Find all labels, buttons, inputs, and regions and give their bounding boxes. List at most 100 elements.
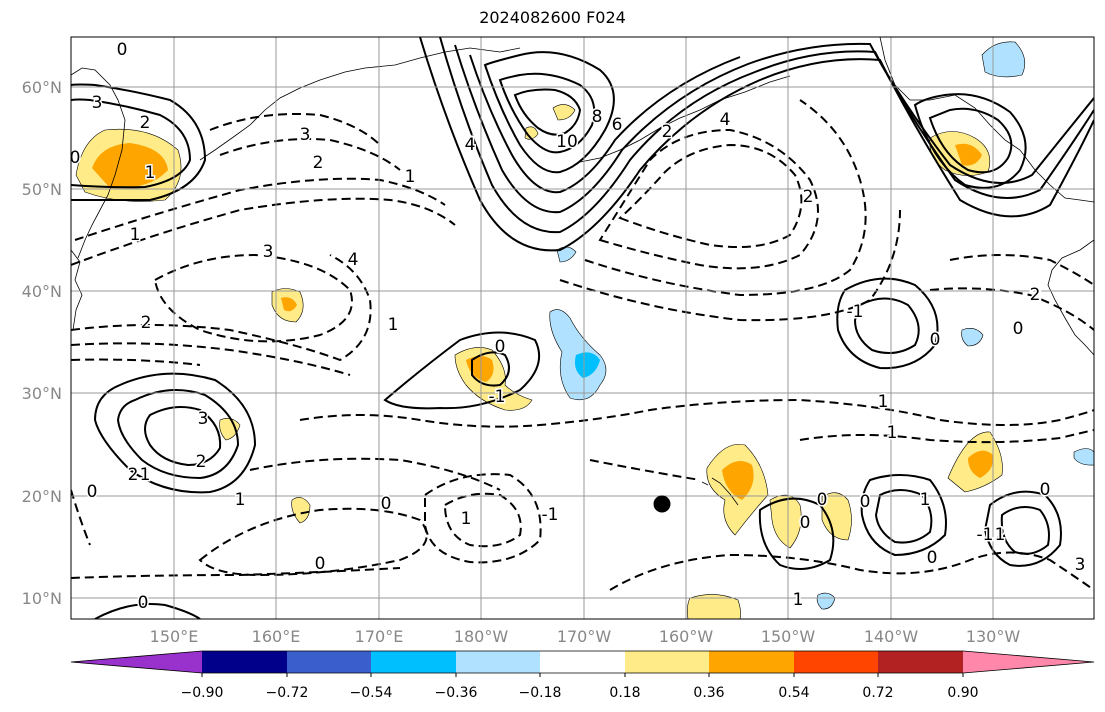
coastline-layer	[71, 37, 1094, 506]
contour-dashed	[618, 143, 803, 249]
map-title: 2024082600 F024	[479, 8, 626, 27]
contour-dashed	[929, 287, 1094, 331]
negative-shade-area	[816, 592, 836, 610]
contour-dashed	[584, 99, 867, 297]
contour-value-label: 1	[793, 590, 804, 610]
positive-shade-core	[281, 297, 297, 312]
colorbar-tick-label: 0.72	[862, 685, 893, 701]
colorbar-segment	[371, 651, 456, 673]
negative-shade-area	[961, 328, 984, 347]
lon-label: 170°E	[355, 627, 404, 646]
contour-dashed	[299, 398, 1094, 428]
contour-value-label: 0	[927, 548, 938, 568]
positive-shade-core	[722, 461, 754, 500]
positive-shade-area	[291, 497, 311, 524]
contour-value-label: 2	[140, 113, 151, 133]
positive-shade-core	[968, 450, 994, 478]
contour-solid	[71, 98, 192, 189]
contour-value-label: 2	[995, 525, 1006, 545]
contour-value-label: 0	[860, 492, 871, 512]
contour-value-label: 2	[803, 187, 814, 207]
contour-value-label: 0	[1040, 480, 1051, 500]
contour-value-label: 1	[140, 465, 151, 485]
positive-shade-area	[552, 104, 576, 121]
contour-solid	[758, 497, 835, 570]
contour-value-label: 2	[662, 122, 673, 142]
contour-dashed	[71, 254, 372, 362]
negative-shade-core	[574, 352, 600, 378]
longitude-labels: 150°E 160°E 170°E 180°W 170°W 160°W 150°…	[150, 627, 1021, 646]
colorbar-tick-label: −0.18	[519, 685, 562, 701]
contour-value-label: 2	[196, 452, 207, 472]
contour-value-label: 0	[87, 482, 98, 502]
positive-shade-area	[821, 492, 852, 541]
contour-value-label: 3	[1075, 555, 1086, 575]
contour-solid	[853, 297, 920, 355]
contour-dashed	[71, 197, 456, 266]
contour-value-label: 1	[405, 167, 416, 187]
contour-value-label: 1	[995, 525, 1006, 545]
colorbar-tick-label: 0.36	[693, 685, 724, 701]
colorbar-extend-min	[71, 651, 202, 673]
coastline-hawaii	[701, 477, 739, 506]
contour-value-label: 3	[263, 242, 274, 262]
lon-label: 160°E	[252, 627, 301, 646]
contour-value-label: 3	[198, 409, 209, 429]
contour-solid	[1000, 505, 1050, 555]
colorbar-segment	[709, 651, 794, 673]
contour-solid	[928, 107, 1013, 174]
contour-value-label: 8	[592, 107, 603, 127]
contour-solid	[116, 389, 240, 480]
contour-layer	[71, 37, 1094, 619]
lat-label: 20°N	[22, 487, 62, 506]
lon-label: 150°E	[150, 627, 199, 646]
contour-solid	[383, 331, 540, 410]
lat-label: 60°N	[22, 78, 62, 97]
contour-solid	[913, 93, 1027, 189]
contour-value-label: 0	[1013, 319, 1024, 339]
contour-value-label: 0	[495, 337, 506, 357]
contour-value-label: 1	[388, 315, 399, 335]
contour-solid	[454, 42, 1094, 214]
contour-value-label: 10	[556, 132, 578, 152]
contour-dashed	[71, 489, 91, 546]
contour-dashed	[71, 358, 201, 366]
colorbar-segment	[287, 651, 371, 673]
contour-value-label: 0	[817, 490, 828, 510]
contour-value-label: 1	[145, 163, 156, 183]
colorbar-tick-label: 0.54	[778, 685, 809, 701]
lat-label: 40°N	[22, 282, 62, 301]
colorbar-segment	[456, 651, 540, 673]
contour-solid	[93, 372, 257, 494]
colorbar-segment	[202, 651, 287, 673]
contour-value-label: 3	[92, 93, 103, 113]
contour-value-label: 1	[887, 423, 898, 443]
contour-solid	[836, 277, 939, 370]
latitude-labels: 60°N 50°N 40°N 30°N 20°N 10°N	[22, 78, 62, 608]
storm-center-marker	[653, 495, 671, 513]
lon-label: 150°W	[761, 627, 816, 646]
lat-label: 50°N	[22, 180, 62, 199]
shaded-field-layer	[75, 41, 1094, 619]
contour-value-label: 1	[461, 509, 472, 529]
coastline-alaska	[879, 37, 1094, 203]
contour-value-label: -1	[847, 302, 864, 322]
contour-dashed	[71, 342, 351, 376]
contour-dashed	[153, 253, 353, 343]
contour-value-label: 3	[300, 125, 311, 145]
contour-solid	[860, 474, 947, 557]
contour-dashed	[74, 177, 446, 241]
positive-shade-core	[955, 143, 982, 166]
positive-shade-area	[687, 594, 741, 619]
contour-solid	[983, 490, 1062, 567]
contour-solid	[144, 405, 222, 467]
contour-value-label: 0	[315, 554, 326, 574]
colorbar-extend-max	[963, 651, 1094, 673]
contour-value-label: 2	[141, 313, 152, 333]
contour-value-label: 4	[465, 135, 476, 155]
contour-value-label: 1	[235, 490, 246, 510]
colorbar-tick-label: −0.36	[435, 685, 478, 701]
